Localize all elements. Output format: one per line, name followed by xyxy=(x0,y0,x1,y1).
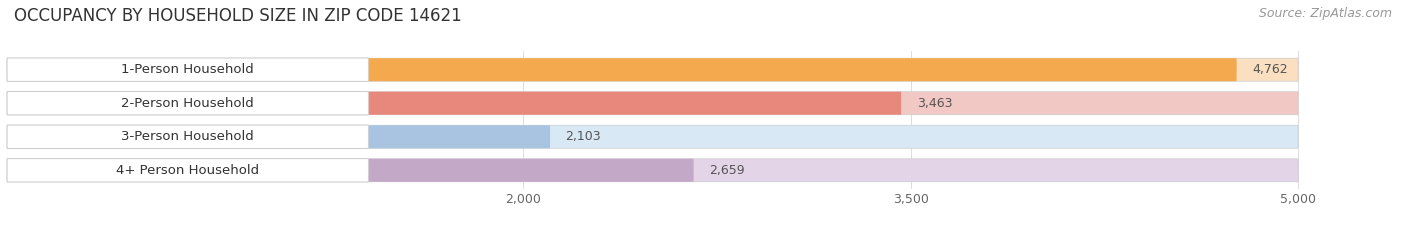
FancyBboxPatch shape xyxy=(7,92,1298,115)
FancyBboxPatch shape xyxy=(7,159,693,182)
Text: 2,659: 2,659 xyxy=(709,164,745,177)
FancyBboxPatch shape xyxy=(7,125,550,148)
Text: 1-Person Household: 1-Person Household xyxy=(121,63,254,76)
FancyBboxPatch shape xyxy=(7,158,368,182)
Text: 3-Person Household: 3-Person Household xyxy=(121,130,254,143)
Text: 2-Person Household: 2-Person Household xyxy=(121,97,254,110)
FancyBboxPatch shape xyxy=(7,125,1298,148)
FancyBboxPatch shape xyxy=(7,159,1298,182)
FancyBboxPatch shape xyxy=(7,58,368,82)
FancyBboxPatch shape xyxy=(7,92,368,115)
Text: 4+ Person Household: 4+ Person Household xyxy=(117,164,259,177)
Text: Source: ZipAtlas.com: Source: ZipAtlas.com xyxy=(1258,7,1392,20)
Text: 4,762: 4,762 xyxy=(1253,63,1288,76)
FancyBboxPatch shape xyxy=(7,58,1298,81)
FancyBboxPatch shape xyxy=(7,125,368,148)
FancyBboxPatch shape xyxy=(7,92,901,115)
Text: OCCUPANCY BY HOUSEHOLD SIZE IN ZIP CODE 14621: OCCUPANCY BY HOUSEHOLD SIZE IN ZIP CODE … xyxy=(14,7,461,25)
FancyBboxPatch shape xyxy=(7,58,1237,81)
Text: 3,463: 3,463 xyxy=(917,97,952,110)
Text: 2,103: 2,103 xyxy=(565,130,602,143)
